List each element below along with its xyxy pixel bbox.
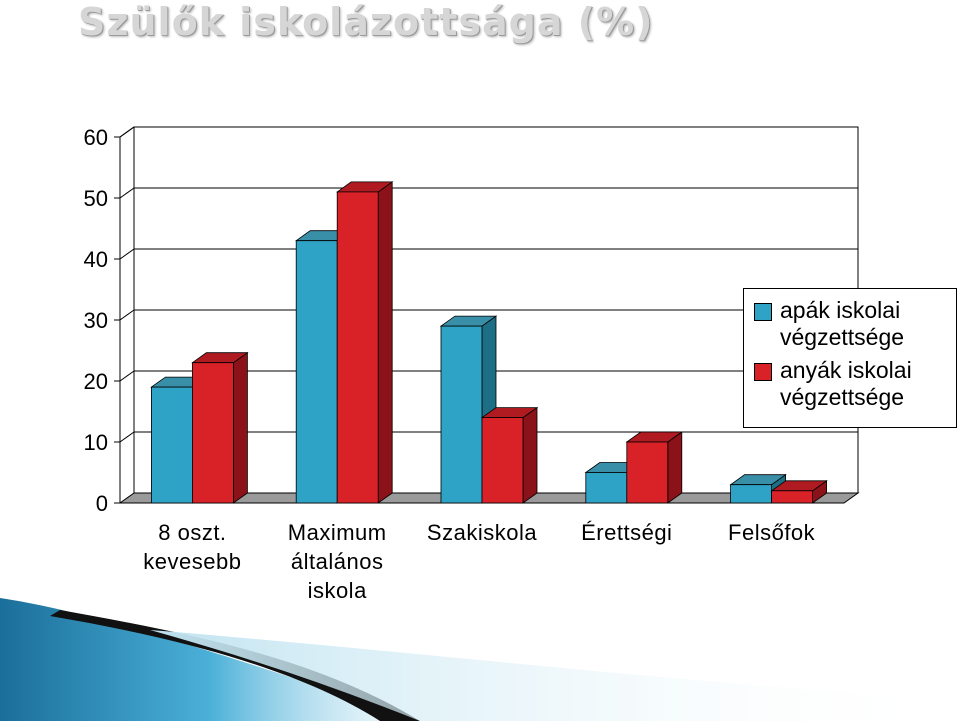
y-tick-label: 50: [84, 186, 108, 211]
legend-label-mothers-line2: végzettsége: [780, 384, 905, 410]
bar-mothers-2: [480, 406, 539, 504]
y-tick-label: 10: [84, 430, 108, 455]
bar-mothers-1: [335, 181, 394, 504]
y-tick-label: 0: [96, 491, 108, 516]
bar-mothers-4: [770, 480, 828, 504]
legend-label-fathers-line1: apák iskolai: [780, 297, 901, 323]
page-title: Szülők iskolázottsága (%): [78, 0, 654, 44]
y-tick-label: 60: [84, 125, 108, 150]
gridline-side: [119, 370, 135, 382]
bar-mothers-3: [625, 431, 684, 504]
gridline-side: [119, 309, 135, 321]
legend-label-mothers-line1: anyák iskolai: [780, 357, 912, 383]
y-tick-label: 30: [84, 308, 108, 333]
legend-swatch-mothers: [754, 363, 772, 381]
x-category-label-1: Maximum általános iskola: [288, 520, 387, 600]
x-category-label-2: Szakiskola: [427, 520, 537, 545]
legend-item-fathers: apák iskolai végzettsége: [754, 297, 956, 351]
gridline-side: [119, 431, 135, 443]
gridline-side: [119, 248, 135, 260]
x-category-label-3: Érettségi: [581, 520, 672, 545]
y-axis-top: [119, 126, 135, 138]
legend-swatch-fathers: [754, 303, 772, 321]
decorative-swoosh: [0, 598, 960, 721]
bar-chart: 0 10 20 30 40 50 60 8 oszt. kevesebb Maximum által…: [84, 125, 860, 600]
gridline-side: [119, 187, 135, 199]
chart-legend: apák iskolai végzettsége anyák iskolai v…: [743, 288, 957, 428]
legend-label-fathers-line2: végzettsége: [780, 324, 905, 350]
y-tick-label: 40: [84, 247, 108, 272]
x-category-label-4: Felsőfok: [728, 520, 816, 545]
y-tick-label: 20: [84, 369, 108, 394]
x-category-label-0: 8 oszt. kevesebb: [143, 520, 241, 574]
legend-item-mothers: anyák iskolai végzettsége: [754, 357, 956, 411]
bar-mothers-0: [191, 351, 249, 504]
